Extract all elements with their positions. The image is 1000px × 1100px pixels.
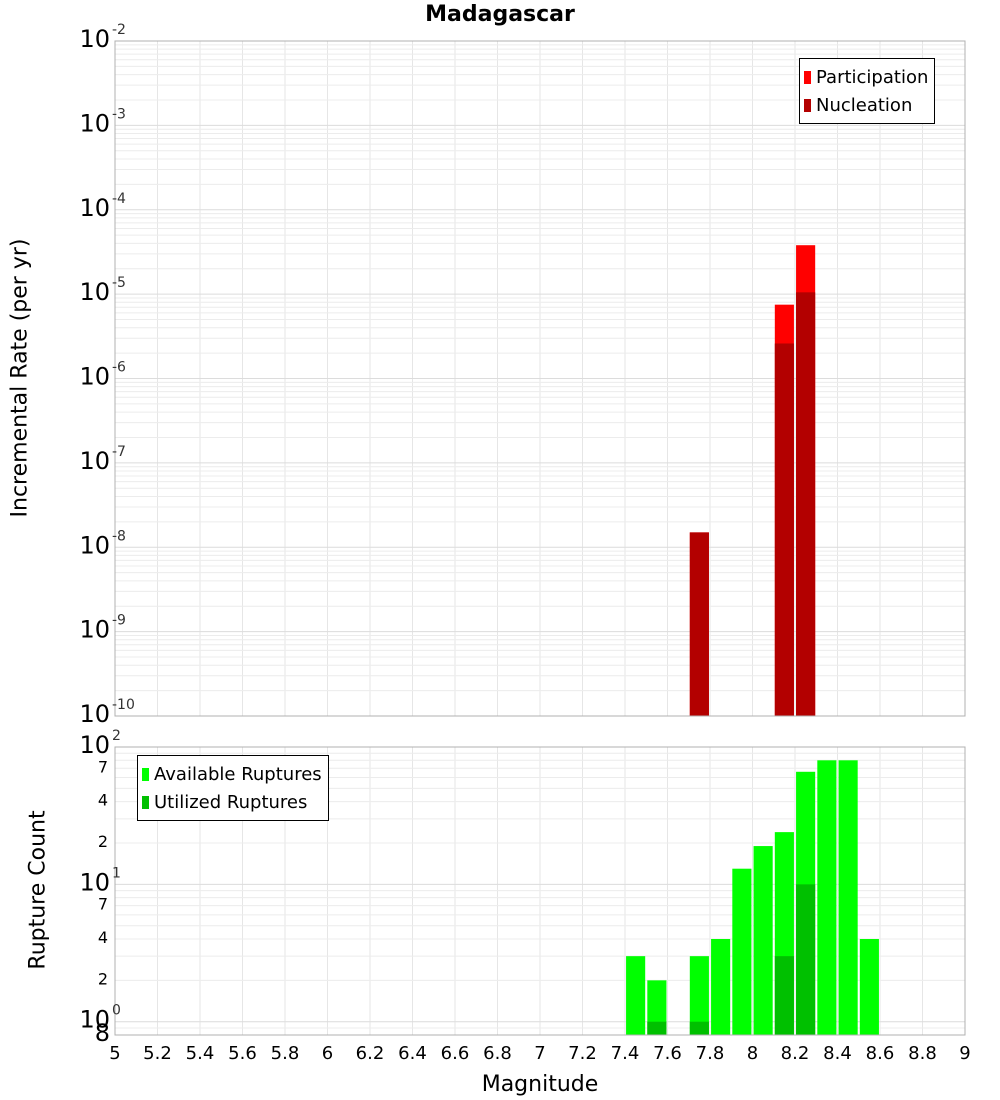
y-tick-exponent: -2 [112, 22, 126, 38]
y-tick-label: 10 [79, 363, 110, 391]
legend-item-nucleation: Nucleation [804, 91, 928, 119]
y-tick-label: 10 [79, 868, 110, 896]
x-tick-label: 7.4 [611, 1043, 640, 1064]
y-tick-label: 10 [79, 531, 110, 559]
bar-available-ruptures [689, 956, 709, 1035]
x-tick-label: 8.2 [781, 1043, 810, 1064]
x-tick-label: 8 [747, 1043, 758, 1064]
legend-item-participation: Participation [804, 63, 928, 91]
x-tick-label: 6.4 [398, 1043, 427, 1064]
y-tick-exponent: -6 [112, 360, 126, 376]
bottom-legend: Available Ruptures Utilized Ruptures [137, 755, 329, 821]
y-tick-exponent: 0 [112, 1003, 121, 1019]
legend-label-utilized: Utilized Ruptures [154, 791, 308, 813]
bar-available-ruptures [647, 980, 667, 1035]
bar-utilized-ruptures [689, 1021, 709, 1035]
bar-available-ruptures [838, 760, 858, 1035]
x-tick-label: 7.2 [568, 1043, 597, 1064]
y-tick-exponent: -8 [112, 528, 126, 544]
plot-frame-0 [114, 40, 966, 717]
legend-label-participation: Participation [816, 66, 929, 88]
y-tick-exponent: -5 [112, 275, 126, 291]
bar-available-ruptures [817, 760, 837, 1035]
x-tick-label: 6.2 [356, 1043, 385, 1064]
x-tick-label: 9 [959, 1043, 970, 1064]
plot-frame-1 [114, 746, 966, 1036]
legend-label-available: Available Ruptures [154, 763, 322, 785]
x-tick-label: 8.8 [908, 1043, 937, 1064]
y-tick-label: 4 [98, 928, 108, 947]
y-tick-label: 8 [95, 1019, 110, 1047]
bar-utilized-ruptures [796, 884, 816, 1035]
y-tick-label: 10 [79, 194, 110, 222]
y-tick-label: 4 [98, 791, 108, 810]
bar-available-ruptures [626, 956, 646, 1035]
bar-nucleation [689, 532, 709, 716]
top-legend: Participation Nucleation [799, 58, 936, 124]
legend-swatch-available [142, 767, 149, 781]
legend-swatch-nucleation [804, 98, 811, 112]
x-tick-label: 6 [322, 1043, 333, 1064]
y-tick-exponent: -10 [112, 697, 135, 713]
legend-item-utilized: Utilized Ruptures [142, 788, 322, 816]
y-tick-label: 7 [98, 757, 108, 776]
bar-available-ruptures [753, 846, 773, 1035]
legend-swatch-utilized [142, 795, 149, 809]
bar-utilized-ruptures [647, 1021, 667, 1035]
y-tick-label: 7 [98, 895, 108, 914]
bar-nucleation [774, 343, 794, 716]
y-tick-exponent: -9 [112, 613, 126, 629]
bar-nucleation [796, 292, 816, 716]
legend-item-available: Available Ruptures [142, 760, 322, 788]
x-tick-label: 5.8 [271, 1043, 300, 1064]
x-tick-label: 5.6 [228, 1043, 257, 1064]
x-tick-label: 7 [534, 1043, 545, 1064]
legend-swatch-participation [804, 70, 811, 84]
x-tick-label: 5.4 [186, 1043, 215, 1064]
y-tick-exponent: -4 [112, 191, 126, 207]
x-tick-label: 5.2 [143, 1043, 172, 1064]
x-tick-label: 6.8 [483, 1043, 512, 1064]
y-tick-label: 10 [79, 700, 110, 728]
chart-title: Madagascar [425, 2, 575, 27]
y-tick-label: 10 [79, 731, 110, 759]
y-tick-label: 10 [79, 109, 110, 137]
x-tick-label: 7.6 [653, 1043, 682, 1064]
y-tick-exponent: -7 [112, 444, 126, 460]
y-tick-label: 2 [98, 969, 108, 988]
y-tick-label: 10 [79, 25, 110, 53]
y-tick-label: 2 [98, 832, 108, 851]
x-tick-label: 8.4 [823, 1043, 852, 1064]
y-tick-exponent: 1 [112, 865, 121, 881]
x-tick-label: 7.8 [696, 1043, 725, 1064]
bar-utilized-ruptures [774, 956, 794, 1035]
legend-label-nucleation: Nucleation [816, 94, 913, 116]
x-tick-label: 8.6 [866, 1043, 895, 1064]
y-tick-label: 10 [79, 1006, 110, 1034]
y-tick-exponent: -3 [112, 106, 126, 122]
y-tick-label: 10 [79, 616, 110, 644]
x-axis-label: Magnitude [481, 1072, 599, 1097]
bar-available-ruptures [711, 939, 731, 1035]
y-tick-exponent: 2 [112, 728, 121, 744]
x-tick-label: 6.6 [441, 1043, 470, 1064]
bar-available-ruptures [732, 868, 752, 1035]
y-tick-label: 10 [79, 447, 110, 475]
y-tick-label: 10 [79, 278, 110, 306]
x-tick-label: 5 [109, 1043, 120, 1064]
bar-available-ruptures [859, 939, 879, 1035]
